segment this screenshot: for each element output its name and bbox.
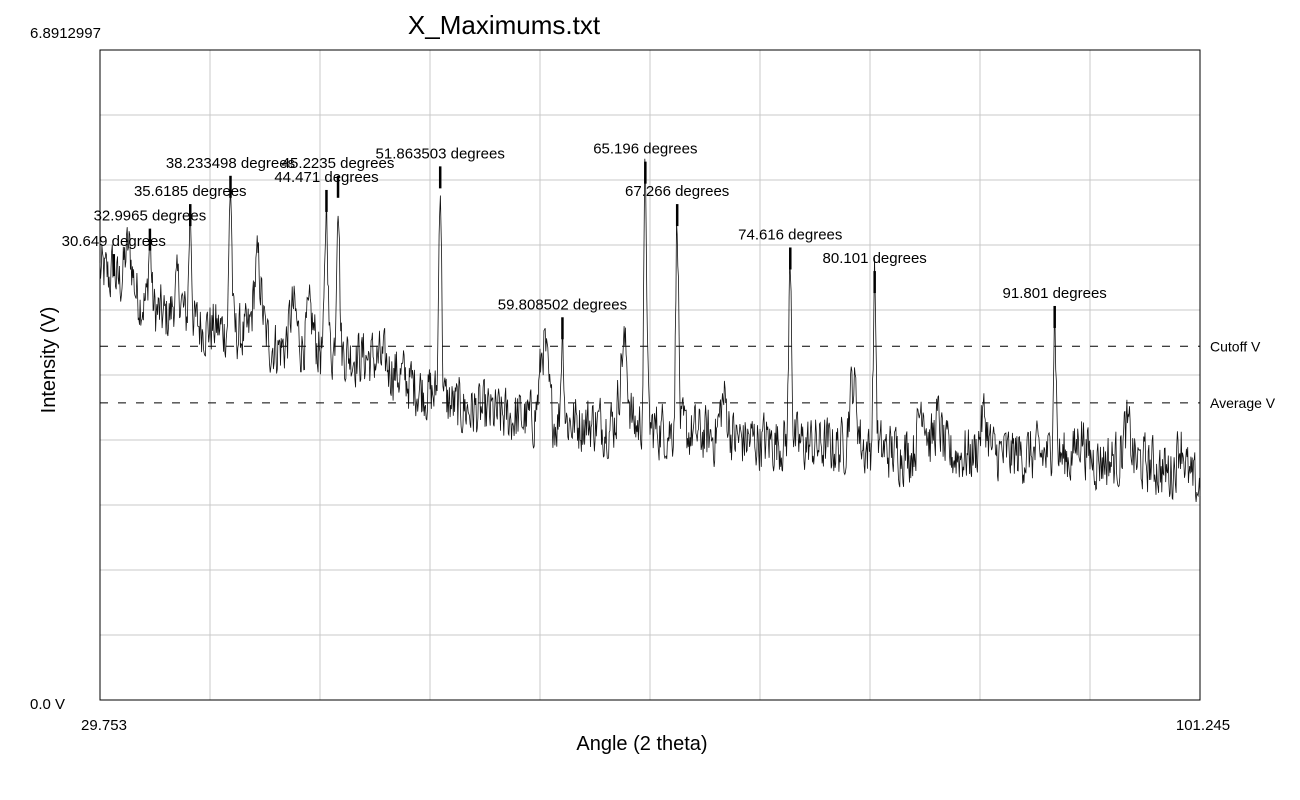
peak-label: 67.266 degrees [625,183,729,200]
peak-label: 59.808502 degrees [498,296,627,313]
peak-label: 32.9965 degrees [94,208,207,225]
x-min-label: 29.753 [81,717,127,734]
y-axis-label: Intensity (V) [38,307,60,414]
peak-label: 74.616 degrees [738,226,842,243]
x-axis-label: Angle (2 theta) [576,733,707,755]
average-label: Average V [1210,395,1276,411]
peak-label: 30.649 degrees [62,233,166,250]
peak-label: 35.6185 degrees [134,183,247,200]
x-max-label: 101.245 [1176,717,1230,734]
y-min-label: 0.0 V [30,696,65,713]
peak-label: 44.471 degrees [274,169,378,186]
cutoff-label: Cutoff V [1210,338,1261,354]
plot-area-frame [99,49,1201,701]
peak-annotations: 30.649 degrees 32.9965 degrees 35.6185 deg… [62,141,1107,340]
peak-label: 65.196 degrees [593,141,697,158]
chart-title: X_Maximums.txt [408,10,601,40]
grid [100,50,1200,700]
peak-label: 51.863503 degrees [376,145,505,162]
peak-label: 80.101 degrees [823,250,927,267]
signal-line [99,158,1201,503]
peak-label: 91.801 degrees [1003,285,1107,302]
peak-label: 38.233498 degrees [166,155,295,172]
y-max-label: 6.8912997 [30,25,101,42]
peak-label: 45.2235 degrees [282,155,395,172]
